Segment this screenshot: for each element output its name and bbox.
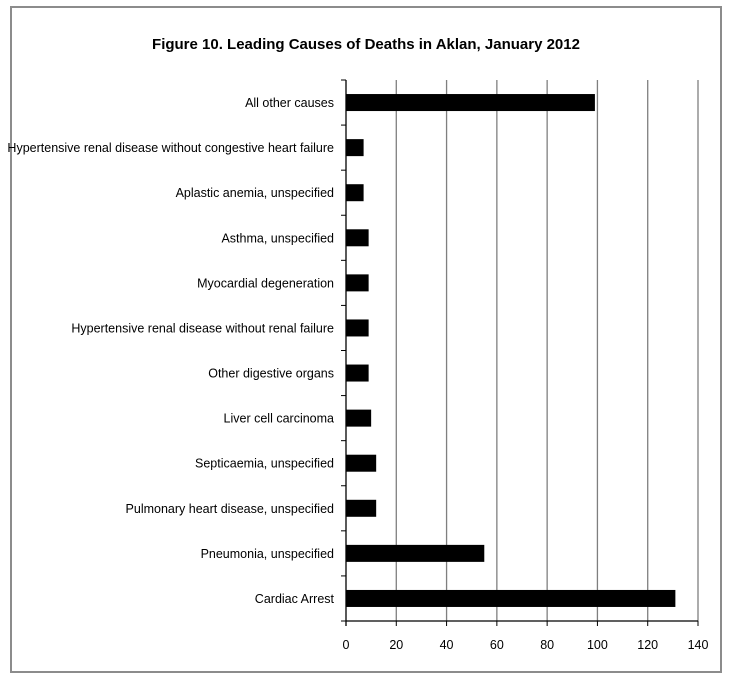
x-tick-label-0: 0 [343,638,350,652]
bar-7 [346,409,372,427]
category-label-3: Asthma, unspecified [221,231,334,245]
bar-11 [346,589,676,607]
x-tick-label-1: 20 [389,638,403,652]
bars [346,94,676,607]
category-label-11: Cardiac Arrest [255,592,335,606]
x-tick-label-4: 80 [540,638,554,652]
category-label-1: Hypertensive renal disease without conge… [7,141,334,155]
category-labels: All other causes Hypertensive renal disea… [7,96,334,606]
category-label-0: All other causes [245,96,334,110]
bar-5 [346,319,369,337]
bar-2 [346,184,364,202]
category-label-6: Other digestive organs [208,367,334,381]
bar-1 [346,139,364,157]
category-label-9: Pulmonary heart disease, unspecified [126,502,335,516]
bar-4 [346,274,369,292]
category-label-7: Liver cell carcinoma [224,412,335,426]
x-tick-label-6: 120 [637,638,658,652]
bar-3 [346,229,369,247]
x-tick-label-7: 140 [688,638,709,652]
category-label-8: Septicaemia, unspecified [195,457,334,471]
x-tick-label-2: 40 [440,638,454,652]
x-tick-label-5: 100 [587,638,608,652]
bar-10 [346,544,485,562]
category-label-5: Hypertensive renal disease without renal… [71,321,334,335]
category-label-10: Pneumonia, unspecified [201,547,334,561]
category-label-2: Aplastic anemia, unspecified [176,186,334,200]
bar-9 [346,499,377,517]
axes [341,79,699,626]
bar-0 [346,94,595,112]
grid-lines [395,80,699,621]
chart-title: Figure 10. Leading Causes of Deaths in A… [152,36,580,53]
bar-6 [346,364,369,382]
x-tick-labels: 0 20 40 60 80 100 120 140 [343,638,709,652]
x-tick-label-3: 60 [490,638,504,652]
bar-8 [346,454,377,472]
category-label-4: Myocardial degeneration [197,276,334,290]
